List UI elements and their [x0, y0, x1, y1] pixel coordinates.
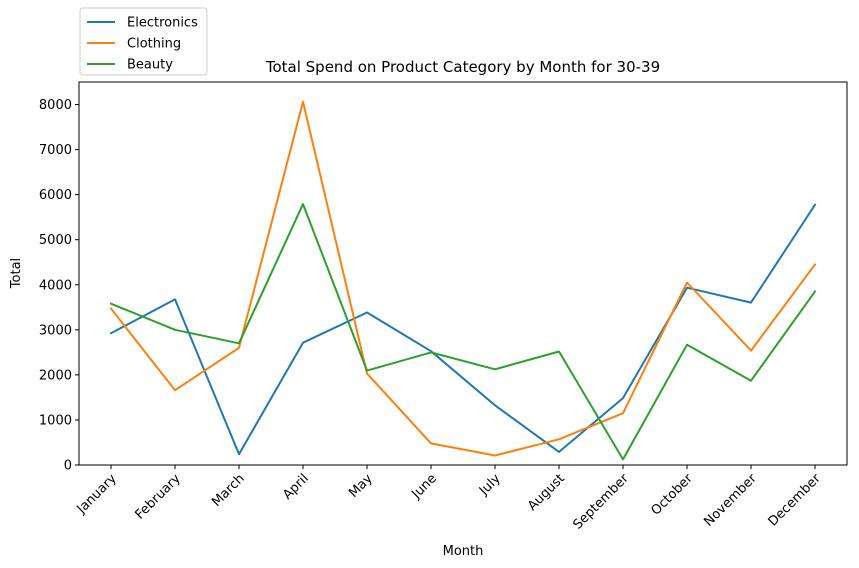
data-point-beauty	[302, 203, 304, 205]
data-point-clothing	[750, 350, 752, 352]
series-line-clothing	[109, 100, 817, 457]
data-point-clothing	[558, 438, 560, 440]
x-axis-label: Month	[443, 544, 484, 559]
data-point-electronics	[814, 204, 816, 206]
series-line-electronics	[109, 203, 817, 456]
data-point-clothing	[302, 101, 304, 103]
data-point-clothing	[238, 347, 240, 349]
x-tick-label: August	[525, 471, 568, 514]
y-tick-label: 4000	[39, 278, 72, 293]
x-tick-label: May	[346, 471, 376, 501]
data-point-beauty	[430, 351, 432, 353]
x-tick-label: November	[701, 471, 760, 530]
data-point-beauty	[686, 344, 688, 346]
y-tick-label: 7000	[39, 143, 72, 158]
y-tick-label: 3000	[39, 323, 72, 338]
data-point-electronics	[558, 451, 560, 453]
legend-label-clothing: Clothing	[127, 37, 181, 52]
legend-label-beauty: Beauty	[127, 58, 173, 73]
x-tick-label: October	[648, 471, 696, 519]
data-point-beauty	[110, 303, 112, 305]
data-point-clothing	[174, 389, 176, 391]
y-axis-label: Total	[9, 258, 24, 289]
data-point-beauty	[558, 351, 560, 353]
x-tick-label: June	[408, 471, 439, 502]
data-point-clothing	[494, 455, 496, 457]
data-point-electronics	[110, 332, 112, 334]
y-tick-label: 8000	[39, 98, 72, 113]
data-point-beauty	[366, 370, 368, 372]
data-point-beauty	[174, 329, 176, 331]
data-point-electronics	[174, 298, 176, 300]
data-point-electronics	[750, 302, 752, 304]
data-point-clothing	[430, 442, 432, 444]
x-axis: January February March April May June July Augu…	[74, 465, 825, 533]
x-tick-label: April	[280, 471, 312, 503]
x-tick-label: March	[209, 471, 248, 510]
y-tick-label: 2000	[39, 368, 72, 383]
data-point-beauty	[814, 291, 816, 293]
legend: Electronics Clothing Beauty	[79, 7, 208, 76]
plot-area	[78, 81, 848, 466]
data-point-electronics	[302, 342, 304, 344]
x-tick-label: September	[570, 471, 632, 533]
chart-title: Total Spend on Product Category by Month…	[265, 58, 660, 76]
series-lines	[109, 100, 817, 461]
data-point-beauty	[750, 380, 752, 382]
y-axis: 0 1000 2000 3000 4000 5000 6000 7000 8000	[39, 98, 79, 474]
legend-box	[79, 7, 208, 76]
data-point-electronics	[686, 287, 688, 289]
data-point-electronics	[622, 397, 624, 399]
data-point-clothing	[622, 412, 624, 414]
data-point-electronics	[238, 453, 240, 455]
y-tick-label: 0	[64, 459, 72, 474]
legend-label-electronics: Electronics	[127, 16, 198, 31]
data-point-clothing	[686, 282, 688, 284]
data-point-beauty	[622, 458, 624, 460]
x-tick-label: January	[74, 471, 120, 517]
y-tick-label: 1000	[39, 413, 72, 428]
data-point-clothing	[814, 264, 816, 266]
x-tick-label: December	[766, 471, 825, 530]
data-point-electronics	[366, 312, 368, 314]
x-tick-label: February	[132, 471, 184, 523]
y-tick-label: 6000	[39, 188, 72, 203]
series-line-beauty	[109, 203, 817, 461]
data-point-beauty	[238, 342, 240, 344]
x-tick-label: July	[476, 471, 504, 499]
data-point-electronics	[494, 404, 496, 406]
data-point-clothing	[110, 308, 112, 310]
data-point-beauty	[494, 368, 496, 370]
data-point-clothing	[366, 373, 368, 375]
y-tick-label: 5000	[39, 233, 72, 248]
